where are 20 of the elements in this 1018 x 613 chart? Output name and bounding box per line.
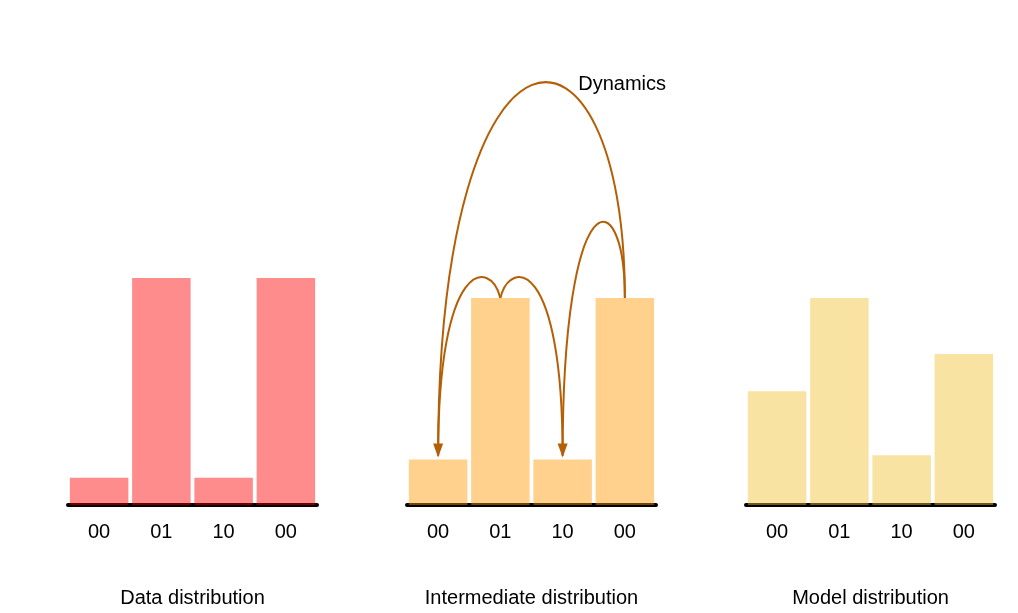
x-tick-label: 00 [88,520,111,542]
x-tick-label: 01 [150,520,173,542]
text: Dynamics [578,72,666,94]
bar [747,391,807,505]
x-tick-label: 01 [489,520,512,542]
x-tick-label: 01 [828,520,851,542]
x-axis-title: Data distribution [120,586,265,608]
x-axis-title: Model distribution [792,586,949,608]
bar [810,298,869,505]
bar [934,353,994,505]
x-axis-title: Intermediate distribution [424,586,639,608]
bar [872,455,931,505]
x-tick-label: 00 [952,520,975,542]
x-tick-label: 10 [212,520,235,542]
x-tick-label: 00 [274,520,297,542]
x-tick-label: 00 [427,520,450,542]
x-tick-label: 00 [766,520,789,542]
x-tick-label: 10 [890,520,913,542]
x-tick-label: 10 [551,520,574,542]
x-tick-label: 00 [613,520,636,542]
